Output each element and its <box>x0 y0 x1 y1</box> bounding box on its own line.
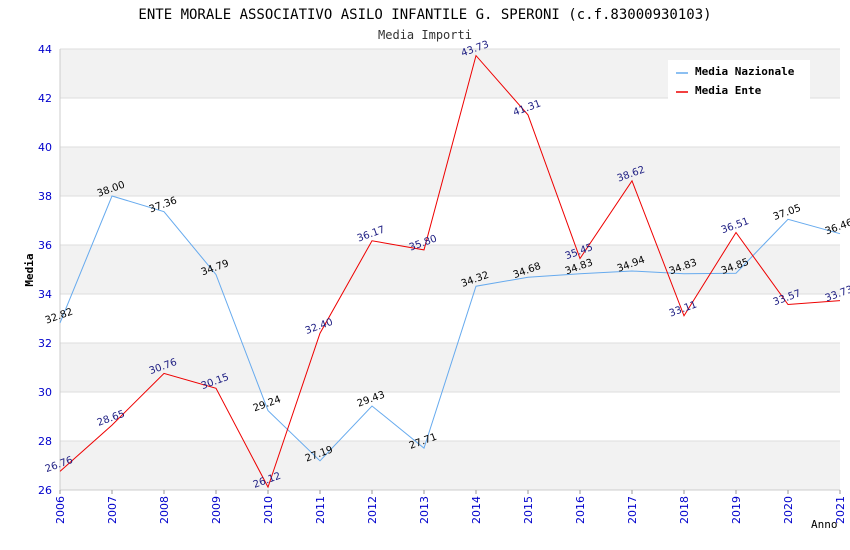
x-tick-label: 2021 <box>834 496 847 524</box>
x-tick-label: 2018 <box>678 496 691 524</box>
y-tick-label: 28 <box>38 435 52 448</box>
axes <box>59 49 840 491</box>
y-tick-label: 44 <box>38 43 52 56</box>
x-tick-label: 2009 <box>210 496 223 524</box>
x-tick-label: 2019 <box>730 496 743 524</box>
y-tick-labels: 26 28 30 32 34 36 38 40 42 44 <box>38 43 52 497</box>
x-tick-label: 2011 <box>314 496 327 524</box>
legend-box <box>668 60 810 102</box>
y-tick-label: 42 <box>38 92 52 105</box>
x-tick-label: 2020 <box>782 496 795 524</box>
x-tick-label: 2006 <box>54 496 67 524</box>
x-tick-label: 2014 <box>470 496 483 524</box>
x-tick-label: 2017 <box>626 496 639 524</box>
series-line-ente <box>59 54 841 489</box>
x-tick-label: 2012 <box>366 496 379 524</box>
data-label: 32.40 <box>304 317 335 337</box>
y-tick-label: 30 <box>38 386 52 399</box>
data-label: 33.11 <box>668 299 699 319</box>
y-axis-title: Media <box>23 253 36 286</box>
x-tick-label: 2008 <box>158 496 171 524</box>
chart-title: ENTE MORALE ASSOCIATIVO ASILO INFANTILE … <box>138 7 711 23</box>
grid-lines <box>60 48 840 491</box>
data-label: 37.36 <box>148 195 179 215</box>
x-tick-label: 2015 <box>522 496 535 524</box>
x-tick-labels: 2006 2007 2008 2009 2010 2011 2012 2013 2014 2015… <box>54 490 847 524</box>
legend: Media Nazionale Media Ente <box>668 60 810 102</box>
data-label: 32.82 <box>44 306 75 326</box>
x-tick-label: 2007 <box>106 496 119 524</box>
y-tick-label: 36 <box>38 239 52 252</box>
legend-label-ente: Media Ente <box>695 84 762 97</box>
x-axis-title: Anno <box>811 518 838 531</box>
grid-band <box>60 441 840 490</box>
y-tick-label: 26 <box>38 484 52 497</box>
y-tick-label: 32 <box>38 337 52 350</box>
grid-band <box>60 245 840 294</box>
data-label: 36.46 <box>824 217 850 237</box>
legend-label-nazionale: Media Nazionale <box>695 65 795 78</box>
x-tick-label: 2010 <box>262 496 275 524</box>
y-tick-label: 38 <box>38 190 52 203</box>
y-tick-label: 40 <box>38 141 52 154</box>
y-tick-label: 34 <box>38 288 52 301</box>
series-lines <box>59 54 841 489</box>
grid-band <box>60 147 840 196</box>
x-tick-label: 2013 <box>418 496 431 524</box>
chart-subtitle: Media Importi <box>378 28 472 42</box>
data-label: 29.24 <box>252 394 283 414</box>
x-tick-label: 2016 <box>574 496 587 524</box>
